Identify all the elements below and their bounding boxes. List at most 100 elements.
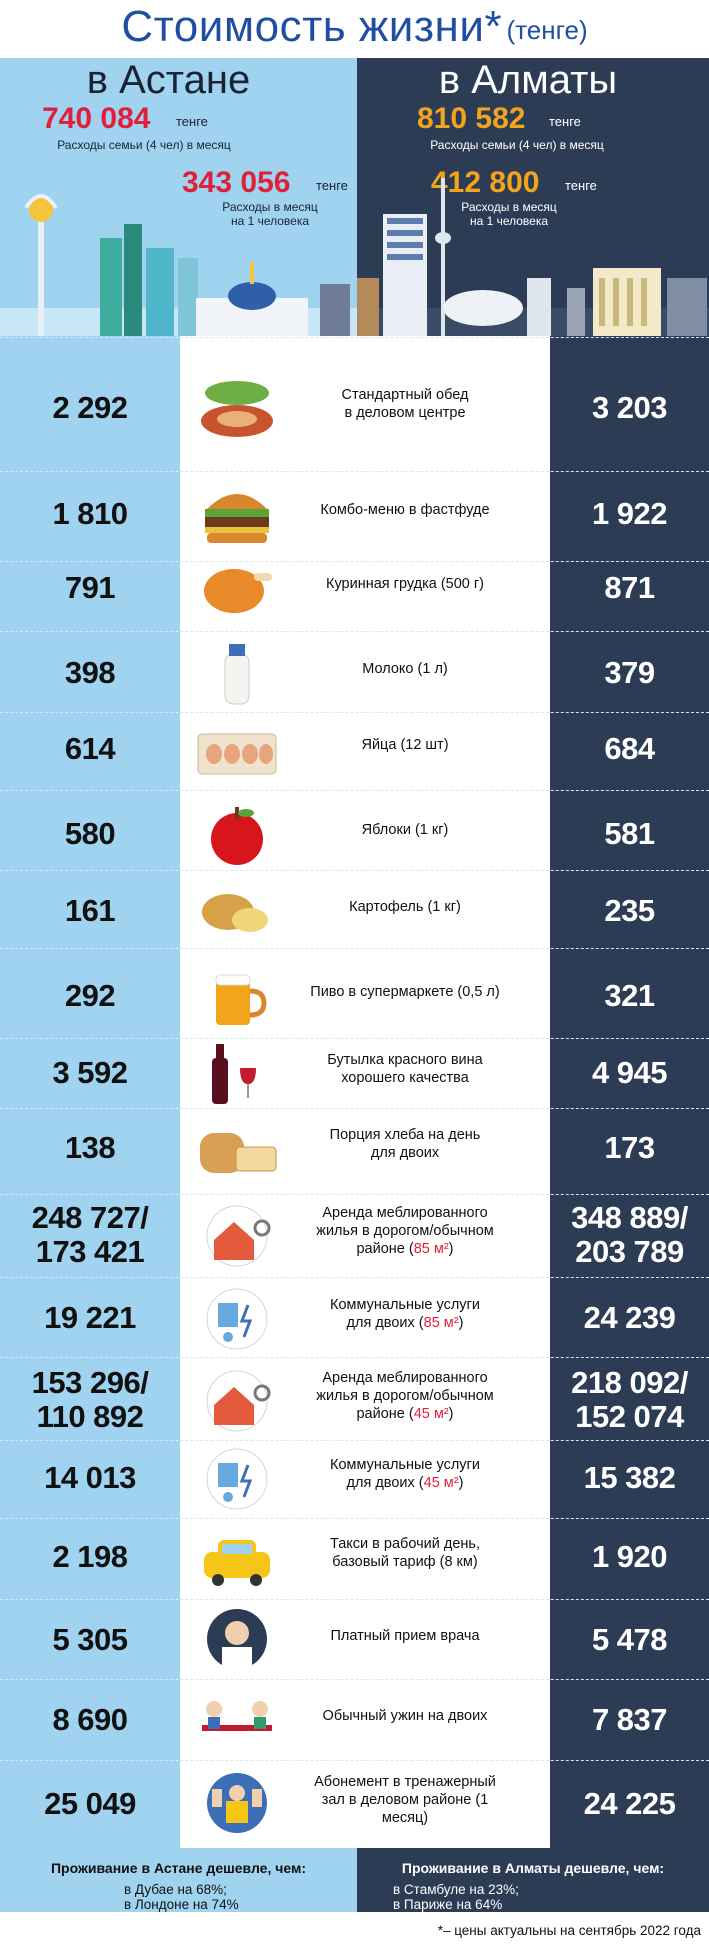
almaty-skyline-illustration (357, 178, 709, 336)
row-separator (0, 1599, 709, 1600)
astana-price: 292 (64, 978, 116, 1013)
chicken-icon (204, 569, 272, 613)
item-area-highlight: 45 м² (423, 1475, 459, 1491)
item-label: Куринная грудка (500 г) (326, 576, 484, 592)
row-separator (0, 1194, 709, 1195)
almaty-price: 1 922 (591, 496, 668, 531)
almaty-family-unit: тенге (549, 114, 581, 129)
astana-person-unit: тенге (316, 178, 348, 193)
astana-person-note-2: на 1 человека (230, 214, 310, 228)
item-area-highlight: 85 м² (423, 1315, 459, 1331)
item-label: Картофель (1 кг) (349, 899, 461, 915)
almaty-header: в Алматы 810 582 тенге Расходы семьи (4 … (357, 58, 709, 336)
potato-icon (202, 894, 268, 932)
row-separator (0, 471, 709, 472)
astana-family-total: 740 084 (42, 102, 151, 135)
taxi-icon (204, 1540, 270, 1586)
astana-price: 25 049 (44, 1786, 136, 1821)
apple-icon (211, 807, 263, 865)
page-title-bar: Стоимость жизни* (тенге) (0, 0, 709, 58)
almaty-price: 3 203 (591, 390, 668, 425)
footnote-bar: *– цены актуальны на сентябрь 2022 года (0, 1912, 709, 1949)
row-separator (0, 1108, 709, 1109)
beer-icon (215, 974, 267, 1025)
almaty-person-total: 412 800 (431, 166, 540, 199)
lunch-icon (201, 381, 273, 437)
almaty-price: 173 (604, 1130, 655, 1165)
house-key-icon (206, 1205, 271, 1267)
astana-price: 248 727/173 421 (31, 1200, 149, 1269)
row-separator (0, 631, 709, 632)
eggs-icon (197, 733, 277, 775)
almaty-price: 871 (604, 570, 655, 605)
doctor-icon (207, 1609, 267, 1669)
almaty-footer-line-1: в Стамбуле на 23%; (393, 1882, 519, 1897)
row-separator (0, 1518, 709, 1519)
item-label: Молоко (1 л) (362, 661, 448, 677)
house-key-icon (206, 1370, 271, 1432)
almaty-city-title: в Алматы (438, 58, 618, 102)
burger-icon (205, 494, 269, 543)
almaty-price: 218 092/152 074 (571, 1365, 688, 1434)
astana-price: 161 (64, 893, 116, 928)
almaty-family-total: 810 582 (417, 102, 526, 135)
item-label: Аренда меблированного жилья в дорогом/обы… (316, 1205, 494, 1257)
row-separator (0, 948, 709, 949)
item-area-highlight: 45 м² (413, 1406, 449, 1422)
row-separator (0, 712, 709, 713)
item-area-highlight: 85 м² (413, 1241, 449, 1257)
row-separator (0, 561, 709, 562)
almaty-price: 1 920 (591, 1539, 668, 1574)
almaty-footer-line-2: в Париже на 64% (393, 1897, 503, 1912)
almaty-price: 7 837 (591, 1702, 668, 1737)
almaty-price: 15 382 (583, 1460, 676, 1495)
astana-skyline-illustration (0, 194, 357, 336)
item-label: Пиво в супермаркете (0,5 л) (310, 984, 500, 1000)
almaty-price: 5 478 (591, 1622, 668, 1657)
row-separator (0, 1679, 709, 1680)
item-label: Коммунальные услуги для двоих (85 м²) (330, 1297, 480, 1331)
footnote: *– цены актуальны на сентябрь 2022 года (437, 1923, 701, 1938)
almaty-price: 581 (604, 816, 655, 851)
item-label: Платный прием врача (330, 1628, 480, 1644)
row-separator (0, 1760, 709, 1761)
row-separator (0, 1440, 709, 1441)
item-label: Комбо-меню в фастфуде (320, 502, 490, 518)
astana-footer-line-2: в Лондоне на 74% (124, 1897, 239, 1912)
item-label: Обычный ужин на двоих (322, 1708, 488, 1724)
astana-price: 8 690 (52, 1702, 128, 1737)
item-label: Такси в рабочий день, базовый тариф (8 км… (330, 1536, 480, 1570)
astana-person-total: 343 056 (182, 166, 291, 199)
astana-price: 398 (64, 655, 116, 690)
row-separator (0, 1357, 709, 1358)
utilities-icon (206, 1448, 268, 1510)
almaty-price: 321 (604, 978, 655, 1013)
gym-icon (207, 1773, 267, 1833)
astana-footer: Проживание в Астане дешевле, чем: в Дуба… (0, 1848, 357, 1912)
dinner-icon (202, 1701, 272, 1731)
item-label: Аренда меблированного жилья в дорогом/обы… (316, 1370, 494, 1422)
row-separator (0, 870, 709, 871)
astana-price: 138 (64, 1130, 116, 1165)
row-separator (0, 1277, 709, 1278)
almaty-person-unit: тенге (565, 178, 597, 193)
item-label: Стандартный обед в деловом центре (341, 387, 469, 421)
almaty-footer-heading: Проживание в Алматы дешевле, чем: (401, 1860, 665, 1876)
astana-family-unit: тенге (176, 114, 208, 129)
astana-price: 3 592 (52, 1055, 128, 1090)
astana-footer-heading: Проживание в Астане дешевле, чем: (50, 1860, 306, 1876)
row-separator (0, 790, 709, 791)
almaty-person-note-1: Расходы в месяц (461, 200, 557, 214)
page-title: Стоимость жизни (121, 2, 485, 51)
milk-icon (224, 644, 250, 705)
astana-price: 614 (64, 731, 116, 766)
astana-footer-line-1: в Дубае на 68%; (124, 1882, 227, 1897)
almaty-price: 684 (604, 731, 655, 766)
astana-price: 580 (64, 816, 116, 851)
almaty-column (550, 336, 709, 1848)
astana-city-title: в Астане (86, 58, 251, 102)
almaty-family-note: Расходы семьи (4 чел) в месяц (430, 138, 604, 152)
item-label: Яйца (12 шт) (361, 737, 449, 753)
bread-icon (200, 1133, 277, 1173)
almaty-footer: Проживание в Алматы дешевле, чем: в Стам… (357, 1848, 709, 1912)
